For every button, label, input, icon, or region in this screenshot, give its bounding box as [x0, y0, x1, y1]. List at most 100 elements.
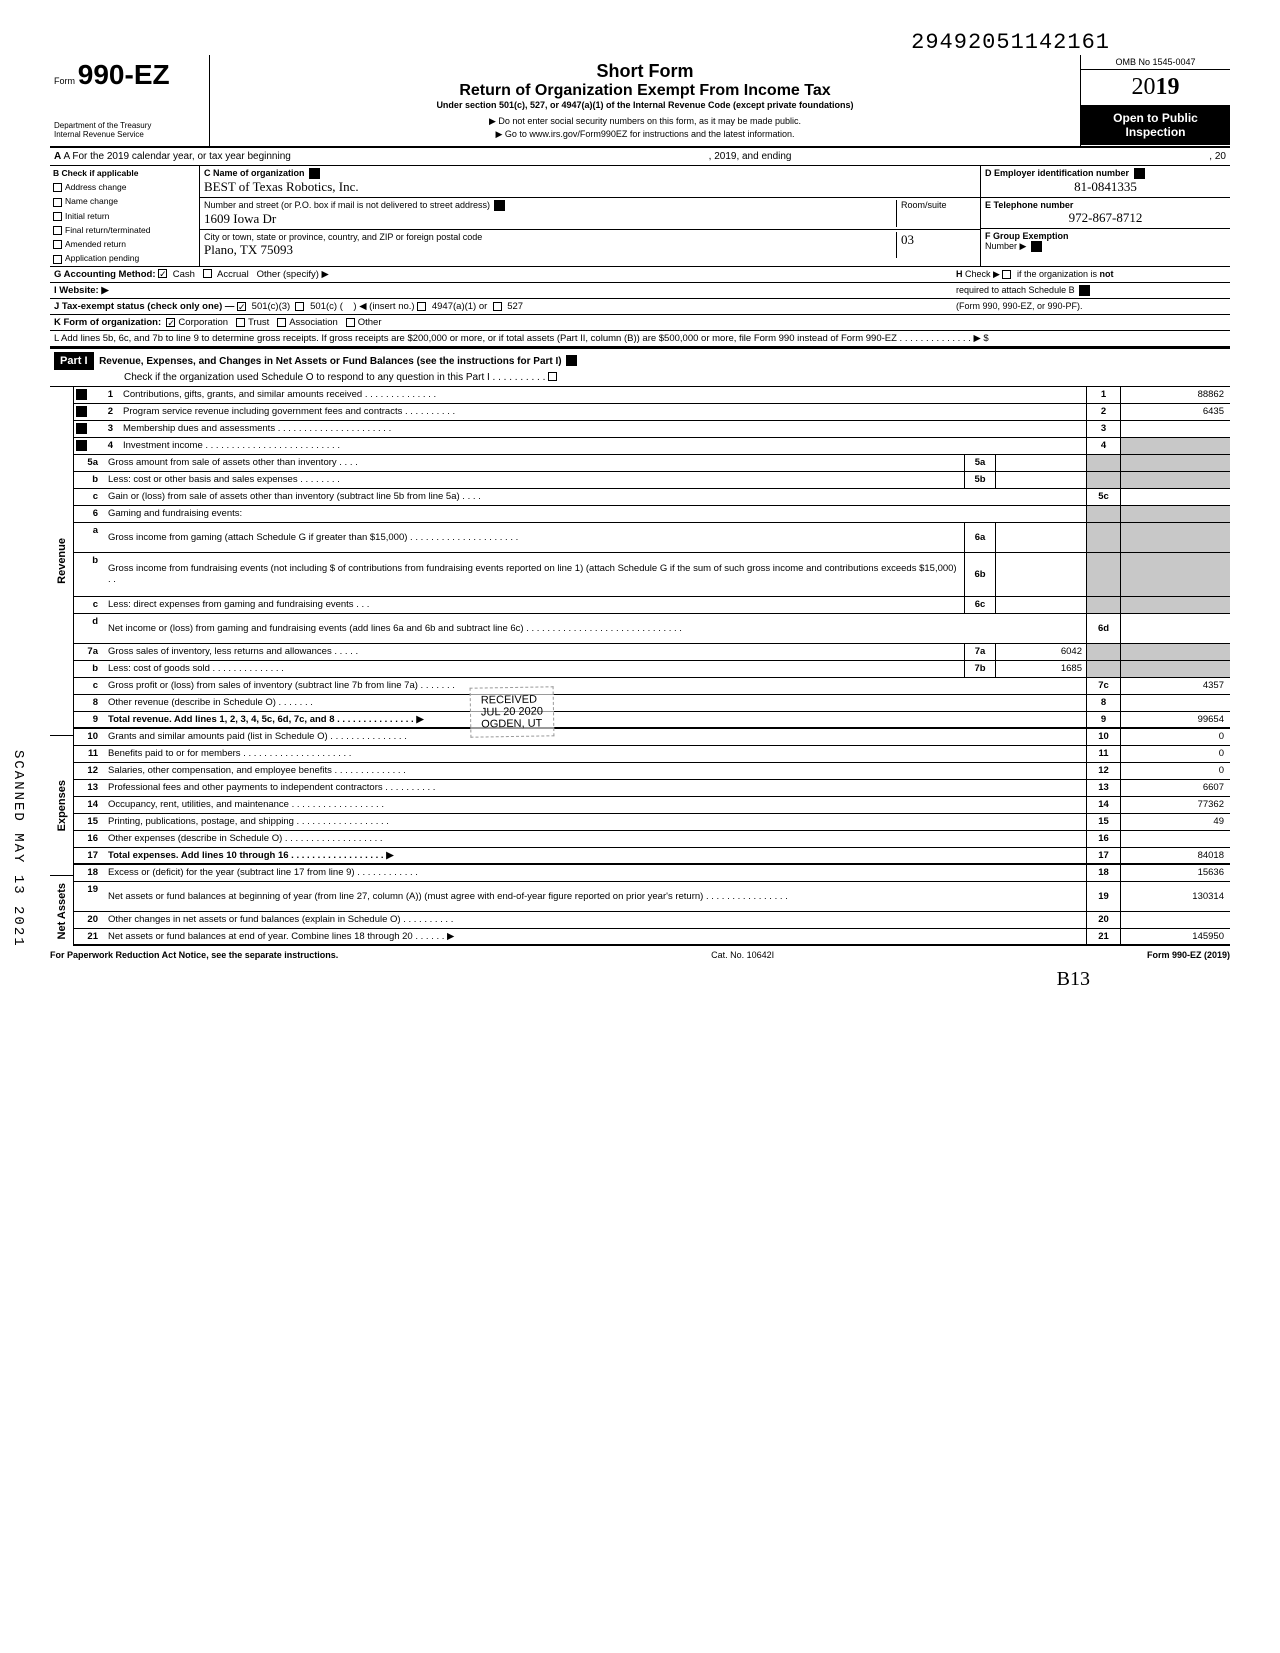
line-box [1086, 523, 1120, 552]
line-amt [1120, 421, 1230, 437]
line-6b: b Gross income from fundraising events (… [74, 553, 1230, 597]
chk-cash[interactable] [158, 269, 167, 278]
chk-4947[interactable] [417, 302, 426, 311]
line-num: 21 [74, 929, 104, 944]
line-desc: Less: cost of goods sold . . . . . . . .… [104, 661, 964, 677]
chk-527[interactable] [493, 302, 502, 311]
line-num: c [74, 678, 104, 694]
line-box [1086, 553, 1120, 596]
g-cash: Cash [173, 269, 195, 280]
line-num: 15 [74, 814, 104, 830]
chk-accrual[interactable] [203, 269, 212, 278]
row-i: I Website: ▶ required to attach Schedule… [50, 283, 1230, 299]
chk-pending[interactable]: Application pending [50, 251, 199, 265]
line-7c: c Gross profit or (loss) from sales of i… [74, 678, 1230, 695]
line-amt: 15636 [1120, 865, 1230, 881]
row-j: J Tax-exempt status (check only one) — 5… [50, 299, 1230, 315]
line-5a: 5a Gross amount from sale of assets othe… [74, 455, 1230, 472]
c-value: BEST of Texas Robotics, Inc. [204, 179, 359, 194]
chk-assoc[interactable] [277, 318, 286, 327]
dept-irs: Internal Revenue Service [54, 130, 205, 139]
line-amt [1120, 695, 1230, 711]
chk-final-return[interactable]: Final return/terminated [50, 223, 199, 237]
part-1-check-text: Check if the organization used Schedule … [124, 372, 545, 383]
line-desc: Excess or (deficit) for the year (subtra… [104, 865, 1086, 881]
line-desc: Net assets or fund balances at beginning… [104, 882, 1086, 911]
h-text: H Check ▶ if the organization is not [956, 269, 1226, 280]
stamp-location: OGDEN, UT [481, 717, 543, 730]
k-other: Other [358, 317, 382, 328]
line-desc: Total revenue. Add lines 1, 2, 3, 4, 5c,… [104, 712, 1086, 727]
row-g-h: G Accounting Method: Cash Accrual Other … [50, 267, 1230, 283]
help-icon [76, 440, 87, 451]
room-label: Room/suite [901, 200, 947, 210]
line-box: 6d [1086, 614, 1120, 643]
line-box: 12 [1086, 763, 1120, 779]
line-3: 3 Membership dues and assessments . . . … [74, 421, 1230, 438]
column-middle: C Name of organization BEST of Texas Rob… [200, 166, 980, 266]
line-num: b [74, 472, 104, 488]
line-box: 1 [1086, 387, 1120, 403]
b-item-4: Amended return [65, 239, 126, 249]
line-desc: Program service revenue including govern… [119, 404, 1086, 420]
line-desc: Other revenue (describe in Schedule O) .… [104, 695, 1086, 711]
chk-h[interactable] [1002, 270, 1011, 279]
row-a: A A For the 2019 calendar year, or tax y… [50, 148, 1230, 166]
chk-initial-return[interactable]: Initial return [50, 209, 199, 223]
line-amt: 145950 [1120, 929, 1230, 944]
line-num: 17 [74, 848, 104, 863]
chk-corp[interactable] [166, 318, 175, 327]
instruction-2: ▶ Go to www.irs.gov/Form990EZ for instru… [220, 129, 1070, 140]
addr-label: Number and street (or P.O. box if mail i… [204, 200, 490, 210]
line-21: 21 Net assets or fund balances at end of… [74, 929, 1230, 946]
line-box: 21 [1086, 929, 1120, 944]
footer-mid: Cat. No. 10642I [711, 950, 774, 960]
line-num: 11 [74, 746, 104, 762]
hand-b13: B13 [1057, 968, 1090, 990]
chk-amended[interactable]: Amended return [50, 237, 199, 251]
line-desc: Total expenses. Add lines 10 through 16 … [104, 848, 1086, 863]
stamp-received: RECEIVED [481, 693, 543, 706]
help-icon [1134, 168, 1145, 179]
sub-box: 6b [964, 553, 996, 596]
line-amt [1120, 661, 1230, 677]
form-label: Form [54, 76, 75, 86]
line-box: 5c [1086, 489, 1120, 505]
help-icon [566, 355, 577, 366]
line-amt: 0 [1120, 746, 1230, 762]
chk-address-change[interactable]: Address change [50, 180, 199, 194]
sub-box: 6a [964, 523, 996, 552]
line-num: 12 [74, 763, 104, 779]
part-1-label: Part I [54, 352, 94, 370]
chk-name-change[interactable]: Name change [50, 194, 199, 208]
chk-501c3[interactable] [237, 302, 246, 311]
h-text-3: (Form 990, 990-EZ, or 990-PF). [956, 301, 1226, 311]
sub-box: 7b [964, 661, 996, 677]
line-num: 14 [74, 797, 104, 813]
sub-amt [996, 472, 1086, 488]
line-desc: Salaries, other compensation, and employ… [104, 763, 1086, 779]
g-other: Other (specify) ▶ [257, 269, 329, 280]
row-address: Number and street (or P.O. box if mail i… [200, 198, 980, 230]
row-a-mid: , 2019, and ending [709, 151, 792, 162]
line-amt: 77362 [1120, 797, 1230, 813]
line-desc: Benefits paid to or for members . . . . … [104, 746, 1086, 762]
line-amt: 84018 [1120, 848, 1230, 863]
column-right: D Employer identification number 81-0841… [980, 166, 1230, 266]
chk-trust[interactable] [236, 318, 245, 327]
instruction-1: ▶ Do not enter social security numbers o… [220, 116, 1070, 127]
chk-other[interactable] [346, 318, 355, 327]
chk-schedule-o[interactable] [548, 372, 557, 381]
line-num: 2 [89, 404, 119, 420]
sub-box: 6c [964, 597, 996, 613]
sub-amt [996, 597, 1086, 613]
line-12: 12 Salaries, other compensation, and emp… [74, 763, 1230, 780]
f-label2: Number ▶ [985, 241, 1026, 251]
line-8: 8 Other revenue (describe in Schedule O)… [74, 695, 1230, 712]
line-box: 10 [1086, 729, 1120, 745]
received-stamp: RECEIVED JUL 20 2020 OGDEN, UT [470, 686, 555, 737]
line-box: 3 [1086, 421, 1120, 437]
sub-amt [996, 455, 1086, 471]
chk-501c[interactable] [295, 302, 304, 311]
scanned-stamp: SCANNED MAY 13 2021 [10, 750, 26, 948]
